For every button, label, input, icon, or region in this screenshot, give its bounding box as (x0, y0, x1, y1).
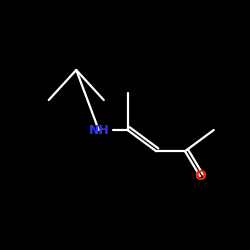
Text: O: O (194, 169, 206, 183)
Text: NH: NH (88, 124, 109, 136)
